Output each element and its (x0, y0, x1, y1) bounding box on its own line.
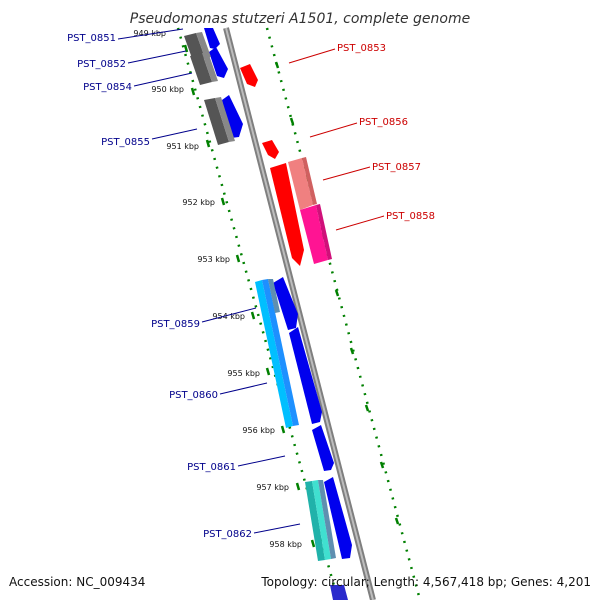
gene-label-right[interactable]: PST_0856 (359, 117, 408, 128)
grey-block[interactable] (204, 98, 229, 145)
tick-label: 950 kbp (151, 85, 184, 94)
grey-block[interactable] (190, 53, 212, 85)
tick-label: 957 kbp (256, 483, 289, 492)
grey-block[interactable] (215, 97, 235, 142)
gene-label-left[interactable]: PST_0854 (83, 82, 132, 93)
gene-arrow-reverse[interactable] (300, 205, 328, 264)
reverse-strand-features (240, 64, 332, 266)
leader-line (201, 307, 257, 323)
topology-text: Topology: circular; Length: 4,567,418 bp… (260, 575, 591, 589)
gene-label-left[interactable]: PST_0859 (151, 319, 200, 330)
leader-line (133, 72, 193, 87)
gene-label-left[interactable]: PST_0855 (101, 137, 150, 148)
gene-label-right[interactable]: PST_0857 (372, 162, 421, 173)
cyan-block[interactable] (262, 279, 299, 426)
leader-line (253, 523, 301, 534)
cyan-block[interactable] (268, 279, 280, 313)
gene-label-left[interactable]: PST_0851 (67, 33, 116, 44)
right-gene-labels: PST_0853 PST_0856 PST_0857 PST_0858 (288, 43, 435, 231)
map-title: Pseudomonas stutzeri A1501, complete gen… (130, 11, 470, 27)
gene-label-left[interactable]: PST_0861 (187, 462, 236, 473)
leader-line (127, 50, 187, 64)
kbp-tick-labels: 949 kbp 950 kbp 951 kbp 952 kbp 953 kbp … (133, 29, 302, 549)
grey-features (184, 32, 235, 145)
tick-label: 954 kbp (212, 312, 245, 321)
tick-label: 956 kbp (242, 426, 275, 435)
leader-line (117, 28, 184, 40)
leader-line (309, 122, 358, 138)
leader-line (151, 128, 198, 140)
leader-line (322, 166, 371, 181)
gene-label-right[interactable]: PST_0858 (386, 211, 435, 222)
gene-label-left[interactable]: PST_0862 (203, 529, 252, 540)
teal-block[interactable] (318, 480, 336, 559)
teal-block[interactable] (312, 480, 331, 560)
leader-line (219, 382, 268, 395)
leader-line (237, 455, 286, 467)
gene-arrow-forward[interactable] (312, 425, 334, 471)
gene-arrow-forward[interactable] (204, 28, 220, 49)
gene-arrow-forward[interactable] (289, 327, 322, 424)
leader-line (288, 48, 336, 64)
gene-arrow-reverse[interactable] (316, 204, 332, 260)
gene-arrow-reverse[interactable] (288, 158, 313, 210)
leader-line (335, 215, 385, 231)
cyan-features (255, 279, 336, 561)
gene-arrow-reverse[interactable] (302, 157, 317, 205)
gene-arrow-forward[interactable] (330, 585, 348, 600)
tick-label: 958 kbp (269, 540, 302, 549)
tick-label: 953 kbp (197, 255, 230, 264)
genome-backbone-highlight (225, 27, 374, 600)
accession-text: Accession: NC_009434 (9, 575, 145, 589)
tick-label: 952 kbp (182, 198, 215, 207)
gene-arrow-forward[interactable] (209, 47, 228, 78)
gene-arrow-forward[interactable] (324, 477, 352, 559)
left-gene-labels: PST_0851 PST_0852 PST_0854 PST_0855 PST_… (67, 28, 301, 540)
gene-arrow-forward[interactable] (273, 277, 298, 330)
major-ticks-inner (183, 44, 316, 548)
forward-strand-features (204, 28, 352, 600)
gene-label-left[interactable]: PST_0852 (77, 59, 126, 70)
gene-label-right[interactable]: PST_0853 (337, 43, 386, 54)
grey-block[interactable] (196, 32, 211, 58)
tick-label: 951 kbp (166, 142, 199, 151)
gene-label-left[interactable]: PST_0860 (169, 390, 218, 401)
tick-label: 955 kbp (227, 369, 260, 378)
gene-arrow-reverse[interactable] (240, 64, 258, 87)
gene-arrow-reverse[interactable] (262, 140, 279, 159)
teal-block[interactable] (305, 481, 325, 561)
gene-arrow-reverse[interactable] (270, 163, 304, 266)
cyan-block[interactable] (255, 280, 293, 428)
gene-arrow-forward[interactable] (222, 95, 243, 138)
tick-label: 949 kbp (133, 29, 166, 38)
grey-block[interactable] (202, 52, 218, 82)
